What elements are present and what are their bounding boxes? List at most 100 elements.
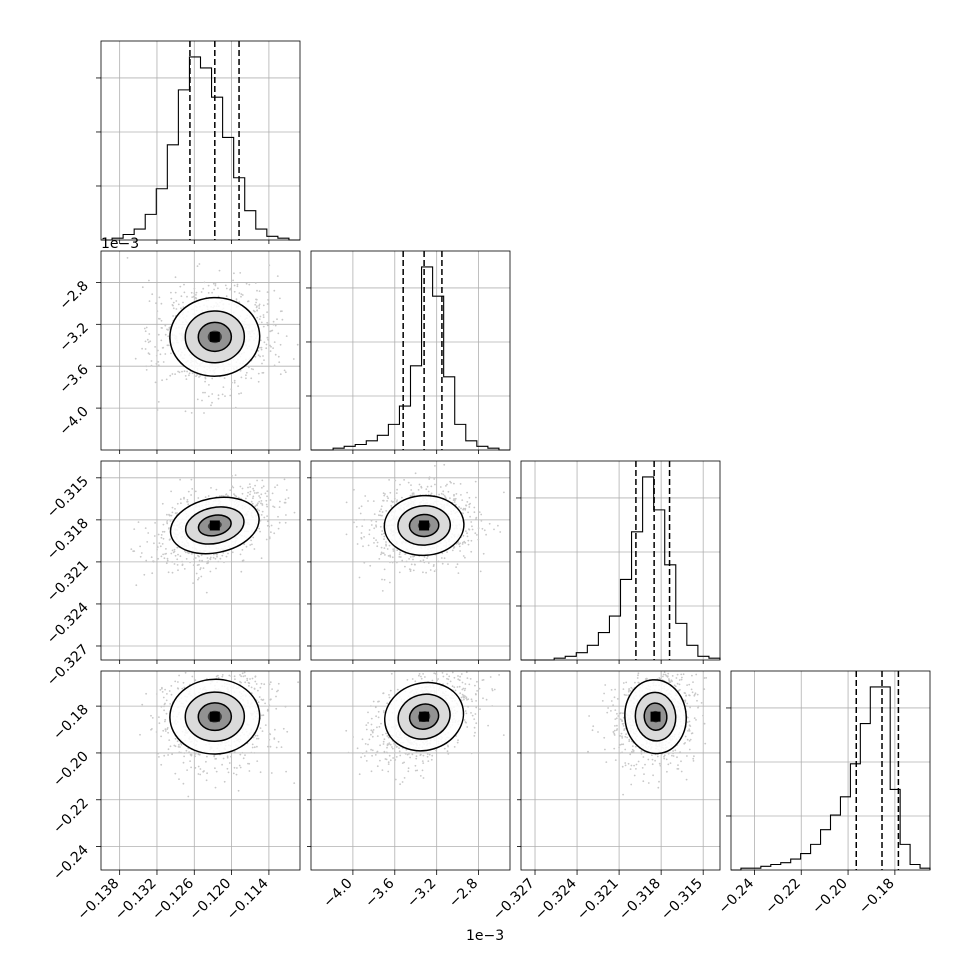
sample-point <box>255 301 257 304</box>
sample-point <box>172 307 175 310</box>
sample-point <box>462 512 464 515</box>
sample-point <box>692 681 694 683</box>
x-tick-label: −4.0 <box>320 876 355 911</box>
sample-point <box>154 346 157 348</box>
sample-point <box>247 762 249 765</box>
sample-point <box>258 290 261 292</box>
sample-point <box>154 522 157 524</box>
sample-point <box>130 548 133 550</box>
sample-point <box>212 282 215 285</box>
y-tick-label: −0.24 <box>50 842 92 884</box>
sample-point <box>364 495 367 497</box>
sample-point <box>260 493 263 496</box>
sample-point <box>206 557 209 559</box>
sample-point <box>241 294 244 296</box>
sample-point <box>240 392 243 394</box>
sample-point <box>207 495 210 497</box>
sample-point <box>637 672 640 675</box>
sample-point <box>200 575 203 578</box>
sample-point <box>413 563 416 566</box>
sample-point <box>158 296 161 299</box>
sample-point <box>241 751 244 754</box>
sample-point <box>383 532 385 535</box>
sample-point <box>403 479 405 481</box>
sample-point <box>466 501 469 503</box>
sample-point <box>424 676 426 678</box>
sample-point <box>239 766 242 769</box>
sample-point <box>379 759 381 762</box>
sample-point <box>213 553 215 556</box>
sample-point <box>233 751 236 753</box>
sample-point <box>172 551 175 554</box>
sample-point <box>603 736 606 739</box>
sample-point <box>260 321 263 324</box>
sample-point <box>396 549 399 552</box>
sample-point <box>171 304 174 306</box>
sample-point <box>376 541 379 544</box>
sample-point <box>233 493 235 495</box>
sample-point <box>236 283 239 286</box>
sample-point <box>419 560 422 562</box>
sample-point <box>386 752 389 754</box>
sample-point <box>248 770 251 772</box>
sample-point <box>620 732 623 735</box>
sample-point <box>171 549 174 552</box>
sample-point <box>465 504 467 507</box>
sample-point <box>475 518 477 521</box>
sample-point <box>395 492 398 494</box>
sample-point <box>213 754 216 757</box>
sample-point <box>460 494 462 496</box>
sample-point <box>474 480 477 483</box>
sample-point <box>161 327 164 329</box>
sample-point <box>261 510 264 513</box>
sample-point <box>183 496 185 499</box>
sample-point <box>284 371 287 374</box>
sample-point <box>157 361 160 363</box>
sample-point <box>266 505 268 508</box>
sample-point <box>374 706 377 709</box>
sample-point <box>386 500 388 502</box>
sample-point <box>157 333 160 336</box>
sample-point <box>422 673 424 675</box>
sample-point <box>238 292 241 294</box>
sample-point <box>260 557 263 560</box>
sample-point <box>389 689 392 692</box>
sample-point <box>252 368 255 371</box>
sample-point <box>383 547 386 549</box>
sample-point <box>396 561 398 564</box>
sample-point <box>363 561 366 564</box>
sample-point <box>433 478 436 480</box>
sample-point <box>449 680 452 683</box>
sample-point <box>217 287 219 290</box>
sample-point <box>396 688 399 691</box>
sample-point <box>151 728 153 730</box>
sample-point <box>493 688 496 691</box>
sample-point <box>188 372 191 375</box>
sample-point <box>373 537 375 539</box>
sample-point <box>662 673 665 676</box>
sample-point <box>382 552 385 555</box>
sample-point <box>355 519 358 521</box>
sample-point <box>380 546 383 549</box>
sample-point <box>265 499 268 502</box>
sample-point <box>693 755 695 758</box>
sample-point <box>170 291 172 294</box>
sample-point <box>367 711 369 714</box>
sample-point <box>473 506 476 509</box>
sample-point <box>465 671 468 674</box>
sample-point <box>229 287 232 290</box>
sample-point <box>385 510 388 512</box>
sample-point <box>359 512 362 515</box>
sample-point <box>386 735 389 737</box>
sample-point <box>254 484 256 487</box>
sample-point <box>258 495 260 497</box>
sample-point <box>182 681 185 684</box>
sample-point <box>385 758 388 761</box>
sample-point <box>269 344 271 347</box>
sample-point <box>379 525 382 528</box>
sample-point <box>184 375 187 377</box>
sample-point <box>478 687 481 690</box>
sample-point <box>386 702 389 705</box>
sample-point <box>459 550 461 552</box>
sample-point <box>249 486 252 488</box>
